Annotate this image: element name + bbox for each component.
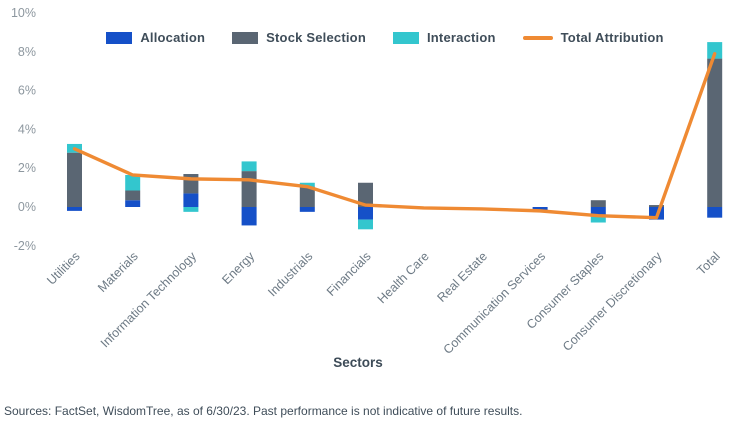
bar-segment-stock-selection [125,190,141,201]
y-axis-tick-label: 6% [18,84,36,98]
source-note: Sources: FactSet, WisdomTree, as of 6/30… [4,404,523,418]
bar-segment-interaction [707,42,723,59]
bar-segment-allocation [299,207,315,212]
bar-segment-interaction [299,182,315,187]
bar-segment-stock-selection [241,171,257,207]
bar-segment-interaction [590,216,606,223]
x-axis-category-label: Industrials [265,249,315,299]
x-axis-category-label: Health Care [375,249,432,306]
bar-segment-allocation [707,207,723,218]
bar-segment-interaction [241,161,257,172]
y-axis-tick-label: 10% [11,6,36,20]
x-axis-category-label: Materials [95,249,141,295]
y-axis-tick-label: 8% [18,45,36,59]
bar-segment-interaction [183,207,199,212]
x-axis-category-label: Energy [219,249,257,287]
bar-segment-allocation [125,200,141,207]
bar-segment-allocation [183,193,199,207]
x-axis-category-label: Communication Services [441,249,549,357]
bar-segment-allocation [590,207,606,217]
x-axis-category-label: Financials [324,249,374,299]
x-axis-category-label: Utilities [44,249,82,287]
total-attribution-line [72,52,717,220]
x-axis-category-label: Consumer Discretionary [560,249,665,354]
y-axis-tick-label: 2% [18,161,36,175]
bar-segment-stock-selection [67,152,82,207]
bar-segment-stock-selection [299,186,315,207]
bar-segment-allocation [358,207,373,220]
y-axis-tick-label: -2% [14,239,36,253]
bar-segment-stock-selection [649,205,664,207]
bar-segment-stock-selection [707,58,723,208]
x-axis-category-label: Total [694,249,723,278]
y-axis-tick-label: 4% [18,122,36,136]
bar-segment-interaction [358,219,373,230]
x-axis-title: Sectors [333,355,383,370]
bar-segment-stock-selection [358,182,373,207]
bar-segment-allocation [241,207,257,226]
bar-segment-stock-selection [590,200,606,207]
bar-segment-allocation [67,207,82,211]
y-axis-tick-label: 0% [18,200,36,214]
bar-segment-interaction [125,174,141,191]
x-axis-category-label: Real Estate [434,249,490,305]
x-axis-category-label: Information Technology [98,249,200,351]
